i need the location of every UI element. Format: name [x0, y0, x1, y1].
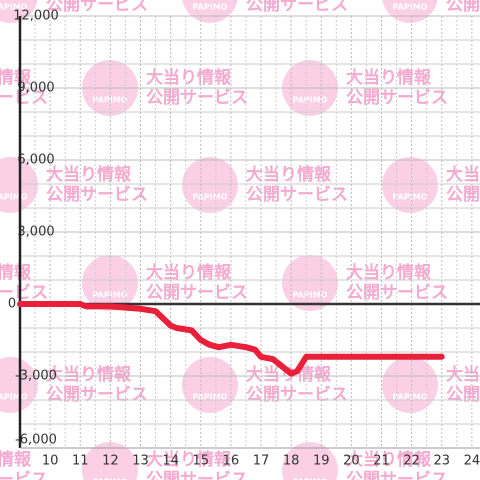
watermark-text: 大当り情報 — [346, 67, 432, 88]
watermark-text: 公開サービス — [446, 0, 480, 15]
x-tick-label: 14 — [162, 454, 179, 469]
watermark-text: 公開サービス — [146, 470, 248, 480]
watermark-brand: PAPIMO — [293, 478, 328, 480]
x-tick-label: 10 — [42, 454, 59, 469]
watermark-text: 大当り情報 — [146, 449, 232, 470]
watermark-text: 大当り情報 — [246, 164, 332, 185]
watermark-circle — [382, 357, 438, 413]
watermark-brand: PAPIMO — [93, 291, 128, 300]
watermark-brand: PAPIMO — [393, 3, 428, 12]
plot — [17, 301, 445, 377]
watermark-text: 大当り情報 — [46, 364, 132, 385]
watermark-text: 大当り情報 — [46, 164, 132, 185]
x-tick-label: 11 — [72, 454, 89, 469]
watermark-brand: PAPIMO — [193, 3, 228, 12]
watermark-circle — [182, 0, 238, 23]
watermark-text: 大当り情報 — [0, 449, 32, 470]
watermark-text: 公開サービス — [446, 385, 480, 405]
watermark-text: 大当り情報 — [0, 67, 32, 88]
watermark-text: 公開サービス — [246, 0, 348, 15]
watermark-text: 大当り情報 — [446, 364, 480, 385]
y-tick-label: 12,000 — [13, 9, 59, 24]
watermark-brand: PAPIMO — [393, 393, 428, 402]
watermark-brand: PAPIMO — [0, 193, 28, 202]
watermark-circle — [82, 255, 138, 311]
watermark-brand: PAPIMO — [193, 393, 228, 402]
x-tick-label: 12 — [102, 454, 119, 469]
watermark-circle — [182, 157, 238, 213]
watermark-text: 公開サービス — [346, 470, 448, 480]
watermark-text: 公開サービス — [246, 185, 348, 205]
watermark-circle — [282, 255, 338, 311]
watermark-text: 公開サービス — [146, 283, 248, 303]
x-tick-label: 16 — [223, 454, 240, 469]
y-tick-label: 0 — [8, 297, 16, 312]
watermark-text: 大当り情報 — [146, 67, 232, 88]
watermark-brand: PAPIMO — [393, 193, 428, 202]
watermark-text: 公開サービス — [46, 185, 148, 205]
watermark-text: 公開サービス — [146, 88, 248, 108]
x-tick-label: 23 — [433, 454, 450, 469]
watermark-text: 公開サービス — [46, 385, 148, 405]
x-tick-label: 21 — [373, 454, 390, 469]
watermark-brand: PAPIMO — [93, 478, 128, 480]
grid: 10 11 12 13 14 15 16 17 18 19 20 21 22 23 24 -6,000 -3,0… — [8, 9, 480, 469]
watermark-text: 大当り情報 — [346, 449, 432, 470]
x-tick-label: 17 — [253, 454, 270, 469]
watermark-brand: PAPIMO — [0, 3, 28, 12]
x-tick-label: 18 — [283, 454, 300, 469]
x-tick-label: 15 — [192, 454, 209, 469]
y-tick-label: 3,000 — [17, 225, 54, 240]
watermark-text: 大当り情報 — [446, 164, 480, 185]
watermark-text: 公開サービス — [446, 185, 480, 205]
watermark-circle — [282, 442, 338, 480]
watermark-text: 公開サービス — [46, 0, 148, 15]
y-tick-label: -6,000 — [15, 433, 57, 448]
y-tick-label: 9,000 — [17, 81, 54, 96]
watermark-text: 大当り情報 — [0, 262, 32, 283]
watermark-brand: PAPIMO — [193, 193, 228, 202]
watermark-brand: PAPIMO — [0, 393, 28, 402]
watermark-text: 大当り情報 — [146, 262, 232, 283]
x-tick-label: 13 — [132, 454, 149, 469]
watermark-text: 公開サービス — [0, 470, 48, 480]
x-tick-label: 20 — [343, 454, 360, 469]
y-tick-label: 6,000 — [17, 153, 54, 168]
watermark-brand: PAPIMO — [293, 96, 328, 105]
watermark-circle — [382, 157, 438, 213]
watermark-text: 大当り情報 — [346, 262, 432, 283]
watermark-circle — [0, 0, 38, 23]
watermark-text: 公開サービス — [0, 88, 48, 108]
x-tick-label: 19 — [313, 454, 330, 469]
watermark-circle — [182, 357, 238, 413]
watermark-text: 公開サービス — [0, 283, 48, 303]
x-tick-label: 24 — [464, 454, 480, 469]
watermark-circle — [82, 442, 138, 480]
watermark-brand: PAPIMO — [293, 291, 328, 300]
y-tick-label: -3,000 — [15, 369, 57, 384]
data-line — [17, 301, 445, 377]
x-tick-label: 22 — [403, 454, 420, 469]
